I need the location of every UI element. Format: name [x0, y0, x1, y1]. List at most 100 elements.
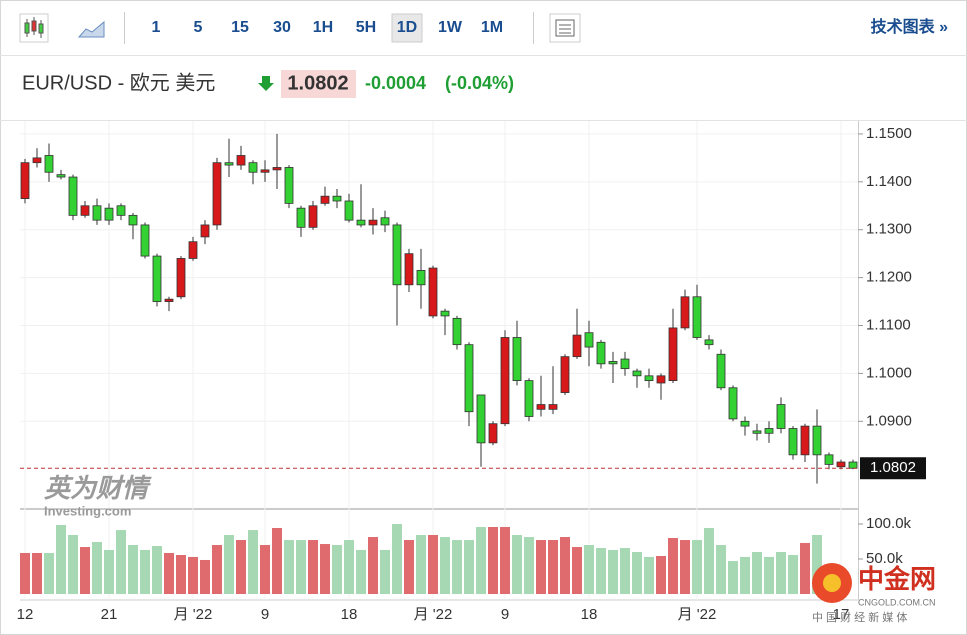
- candle-body: [680, 296, 690, 329]
- volume-bar: [620, 548, 630, 594]
- candle-body: [80, 205, 90, 216]
- candle-body: [44, 155, 54, 173]
- volume-bar: [212, 545, 222, 594]
- candle-body: [584, 332, 594, 348]
- candle-body: [608, 361, 618, 365]
- volume-bar: [44, 552, 54, 594]
- logo-mark: [823, 574, 841, 592]
- volume-bar: [800, 542, 810, 594]
- volume-bar: [680, 540, 690, 594]
- watermark-en: Investing.com: [44, 503, 131, 518]
- y-tick-label: 1.1500: [866, 125, 912, 142]
- candle-body: [656, 375, 666, 384]
- volume-bar: [776, 552, 786, 594]
- candle-body: [164, 298, 174, 302]
- x-tick-label: 12: [17, 606, 34, 623]
- candle-body: [512, 337, 522, 381]
- candle-body: [800, 425, 810, 456]
- volume-bar: [176, 555, 186, 594]
- volume-bar: [20, 552, 30, 594]
- volume-bar: [728, 561, 738, 594]
- volume-bar: [548, 540, 558, 594]
- interval[interactable]: 5: [194, 19, 203, 36]
- candle-body: [20, 162, 30, 199]
- x-tick-label: 21: [101, 606, 118, 623]
- volume-bar: [500, 527, 510, 594]
- volume-bar: [560, 537, 570, 594]
- interval[interactable]: 15: [231, 19, 249, 36]
- candle-body: [476, 394, 486, 444]
- candle-body: [668, 327, 678, 381]
- interval[interactable]: 1: [152, 19, 161, 36]
- volume-bar: [284, 540, 294, 594]
- x-tick-label: 月 '22: [414, 606, 453, 623]
- volume-bar: [644, 556, 654, 594]
- interval[interactable]: 5H: [356, 19, 376, 36]
- volume-bar: [428, 534, 438, 594]
- volume-bar: [440, 537, 450, 594]
- candle-body: [536, 404, 546, 410]
- candle-body: [152, 255, 162, 302]
- y-tick-label: 1.1400: [866, 173, 912, 190]
- volume-bar: [320, 544, 330, 594]
- candle-body: [740, 420, 750, 427]
- volume-bar: [404, 540, 414, 594]
- candle-body: [308, 205, 318, 228]
- last-price: 1.0802: [287, 72, 348, 94]
- volume-bar: [572, 547, 582, 594]
- volume-bar: [152, 545, 162, 594]
- change-pct: (-0.04%): [445, 73, 514, 93]
- volume-bar: [488, 527, 498, 594]
- candle-body: [644, 375, 654, 381]
- toolbar: 技术图表 » 1 5 15 30 1H 5H 1D 1W 1M: [19, 12, 948, 44]
- volume-bar: [452, 540, 462, 594]
- candle-body: [704, 339, 714, 346]
- candle-body: [824, 454, 834, 465]
- interval-selected: [391, 13, 423, 43]
- candle-body: [284, 167, 294, 204]
- candle-body: [404, 253, 414, 286]
- volume-bar: [32, 552, 42, 594]
- candle-body: [572, 334, 582, 358]
- volume-bar: [416, 534, 426, 594]
- candle-body: [452, 317, 462, 346]
- interval[interactable]: 1H: [313, 19, 333, 36]
- candle-body: [596, 341, 606, 365]
- x-tick-label: 9: [501, 606, 509, 623]
- volume-bar: [236, 540, 246, 594]
- icon: [555, 19, 575, 37]
- candle-body: [488, 423, 498, 444]
- candle-body: [500, 337, 510, 425]
- interval[interactable]: 1D: [397, 19, 417, 36]
- candle-body: [68, 176, 78, 216]
- change: -0.0004: [365, 73, 426, 93]
- area-icon[interactable]: [77, 20, 105, 38]
- candle-body: [392, 224, 402, 286]
- volume-bar: [764, 556, 774, 594]
- news-icon[interactable]: [549, 13, 581, 43]
- volume-bar: [752, 552, 762, 594]
- volume-bar: [476, 527, 486, 594]
- volume-bar: [56, 524, 66, 594]
- logo-name: 中金网: [858, 564, 936, 594]
- candle-body: [428, 267, 438, 317]
- x-tick-label: 17: [833, 606, 850, 623]
- volume-bar: [308, 540, 318, 594]
- candle-body: [212, 162, 222, 226]
- candle-body: [260, 169, 270, 173]
- candle-body: [548, 404, 558, 410]
- volume-bar: [200, 559, 210, 594]
- candle-body: [236, 155, 246, 166]
- volume-bar: [272, 527, 282, 594]
- y2-tick-label: 100.0k: [866, 515, 912, 532]
- interval[interactable]: 1W: [438, 19, 463, 36]
- interval[interactable]: 1M: [481, 19, 503, 36]
- volume-bar: [140, 549, 150, 594]
- tech-chart-link[interactable]: 技术图表 »: [871, 17, 948, 36]
- y-tick-label: 1.1000: [866, 364, 912, 381]
- volume-bar: [380, 549, 390, 594]
- candle-body: [320, 195, 330, 204]
- volume-bar: [812, 534, 822, 594]
- interval[interactable]: 30: [273, 19, 291, 36]
- candle-body: [692, 296, 702, 338]
